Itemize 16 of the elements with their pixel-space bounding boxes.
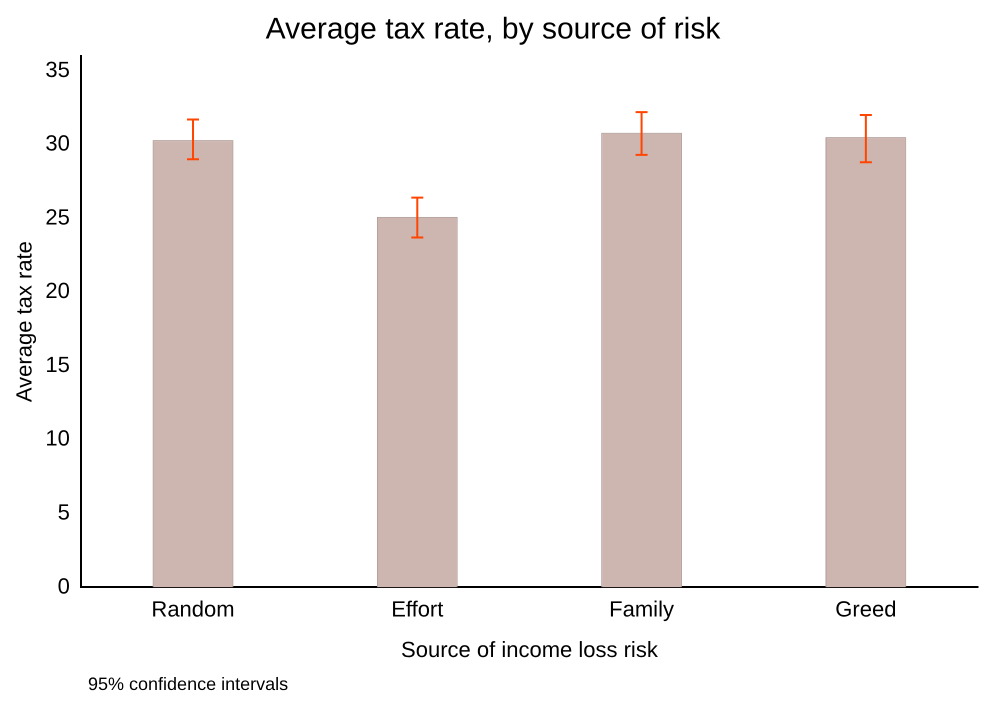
x-tick-label: Family: [609, 596, 674, 622]
x-tick-label: Random: [151, 596, 235, 622]
y-tick-label: 20: [45, 278, 70, 304]
y-axis-title: Average tax rate: [11, 241, 36, 402]
x-tick-label: Greed: [835, 596, 896, 622]
y-tick-label: 10: [45, 426, 70, 451]
y-tick-label: 0: [58, 573, 70, 598]
x-axis-title: Source of income loss risk: [401, 636, 659, 662]
y-tick-label: 5: [58, 499, 70, 524]
x-tick-label: Effort: [391, 596, 444, 622]
text: 95% confidence intervals: [88, 674, 290, 695]
y-tick-label: 30: [45, 130, 70, 156]
y-tick-label: 35: [45, 56, 70, 82]
y-tick-label: 25: [45, 204, 70, 230]
chart-title: Average tax rate, by source of risk: [266, 12, 722, 46]
y-tick-label: 15: [45, 352, 70, 377]
